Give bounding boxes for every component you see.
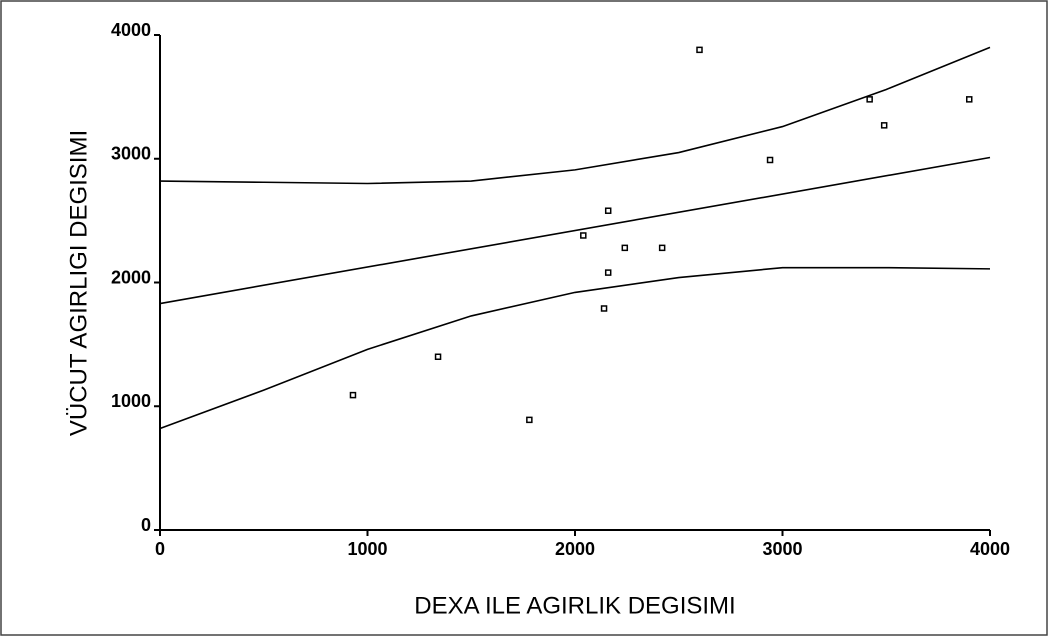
point	[349, 391, 357, 399]
point	[866, 96, 873, 103]
y-tick-label: 1000	[111, 391, 151, 411]
y-tick-label: 0	[141, 515, 151, 535]
point	[658, 244, 666, 252]
fit-line	[159, 266, 991, 430]
point	[880, 122, 888, 129]
y-tick-label: 4000	[111, 20, 151, 40]
point	[604, 269, 612, 276]
y-axis-label: VÜCUT AGIRLIGI DEGISIMI	[65, 130, 92, 436]
point	[621, 244, 629, 252]
point	[604, 207, 612, 214]
x-axis-label: DEXA ILE AGIRLIK DEGISIMI	[414, 592, 735, 619]
point	[966, 96, 973, 103]
point	[766, 156, 774, 164]
y-tick-label: 2000	[111, 267, 151, 287]
fit-line	[159, 46, 991, 185]
x-tick-label: 0	[155, 539, 165, 559]
x-tick-label: 4000	[970, 539, 1010, 559]
x-tick-label: 1000	[347, 539, 387, 559]
point	[600, 305, 608, 312]
x-tick-label: 3000	[762, 539, 802, 559]
y-tick-label: 3000	[111, 144, 151, 164]
point	[580, 232, 587, 239]
point	[526, 416, 533, 424]
point	[434, 353, 442, 360]
fit-line	[159, 156, 991, 305]
point	[696, 46, 703, 54]
x-tick-label: 2000	[555, 539, 595, 559]
